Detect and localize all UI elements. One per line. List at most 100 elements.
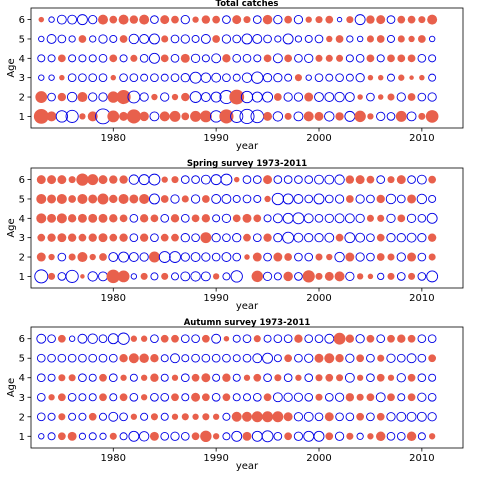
bubble-positive — [243, 233, 251, 242]
bubble-positive — [47, 194, 57, 204]
bubble-negative — [366, 373, 375, 383]
bubble-positive — [428, 433, 436, 440]
bubble-negative — [427, 392, 437, 402]
bubble-negative — [128, 174, 140, 185]
bubble-positive — [33, 108, 49, 124]
bubble-negative — [272, 53, 283, 64]
bubble-negative — [128, 430, 140, 442]
bubble-negative — [426, 212, 438, 224]
bubble-negative — [47, 412, 56, 421]
bubble-positive — [116, 89, 131, 105]
bubble-negative — [108, 252, 119, 262]
bubble-negative — [293, 194, 304, 204]
bubble-negative — [107, 333, 119, 345]
bubble-positive — [150, 354, 159, 363]
bubble-positive — [377, 354, 385, 362]
spring-survey-x-axis-label: year — [236, 301, 259, 312]
bubble-negative — [417, 272, 427, 281]
bubble-positive — [376, 253, 385, 261]
bubble-negative — [335, 412, 344, 422]
bubble-negative — [387, 73, 395, 82]
bubble-positive — [97, 193, 109, 205]
bubble-positive — [110, 74, 117, 81]
bubble-positive — [107, 91, 119, 103]
bubble-negative — [149, 111, 160, 122]
bubble-negative — [366, 233, 375, 242]
bubble-negative — [324, 333, 335, 344]
bubble-positive — [191, 392, 201, 402]
bubble-positive — [356, 374, 364, 381]
bubble-negative — [304, 353, 314, 363]
bubble-negative — [211, 233, 221, 243]
bubble-negative — [314, 34, 324, 44]
bubble-negative — [98, 73, 108, 82]
bubble-negative — [242, 194, 252, 204]
bubble-negative — [282, 193, 294, 205]
bubble-negative — [48, 16, 55, 23]
bubble-negative — [108, 411, 119, 422]
bubble-negative — [65, 269, 79, 283]
bubble-negative — [67, 73, 77, 82]
bubble-negative — [119, 73, 128, 82]
bubble-negative — [201, 353, 211, 363]
bubble-negative — [417, 92, 427, 102]
bubble-positive — [117, 270, 130, 283]
x-tick-label: 2000 — [306, 453, 331, 464]
bubble-positive — [126, 109, 141, 124]
bubble-negative — [180, 175, 190, 184]
bubble-negative — [191, 334, 200, 344]
bubble-negative — [273, 334, 283, 344]
bubble-negative — [406, 353, 417, 364]
bubble-positive — [377, 74, 384, 81]
bubble-positive — [407, 194, 417, 204]
bubble-negative — [293, 232, 304, 243]
bubble-positive — [376, 194, 385, 204]
bubble-negative — [304, 233, 314, 243]
bubble-negative — [150, 334, 159, 344]
bubble-positive — [263, 233, 272, 242]
bubble-positive — [366, 334, 375, 343]
bubble-negative — [109, 34, 118, 43]
bubble-negative — [47, 432, 56, 441]
bubble-negative — [67, 392, 77, 402]
x-tick-label: 2000 — [306, 133, 331, 144]
bubble-positive — [376, 412, 385, 421]
bubble-positive — [387, 253, 395, 261]
bubble-positive — [367, 113, 374, 120]
bubble-negative — [108, 353, 118, 363]
bubble-negative — [220, 173, 233, 186]
bubble-negative — [150, 272, 159, 281]
bubble-positive — [36, 213, 47, 224]
bubble-positive — [80, 274, 85, 279]
bubble-positive — [68, 374, 76, 382]
y-tick-label: 5 — [19, 194, 25, 205]
bubble-positive — [160, 233, 169, 242]
bubble-negative — [396, 92, 406, 102]
bubble-negative — [160, 92, 170, 102]
bubble-negative — [282, 33, 294, 45]
bubble-negative — [148, 52, 160, 64]
bubble-positive — [79, 113, 86, 120]
bubble-negative — [335, 73, 344, 82]
bubble-positive — [387, 176, 395, 184]
bubble-negative — [222, 432, 231, 441]
bubble-negative — [396, 233, 406, 243]
bubble-positive — [67, 431, 77, 441]
bubble-positive — [77, 193, 88, 204]
bubble-positive — [243, 16, 251, 24]
bubble-negative — [324, 232, 335, 243]
bubble-negative — [221, 34, 232, 44]
bubble-positive — [171, 374, 179, 381]
bubble-negative — [253, 194, 262, 203]
bubble-negative — [396, 373, 406, 383]
bubble-negative — [417, 54, 427, 63]
bubble-positive — [294, 74, 302, 82]
bubble-positive — [409, 75, 414, 80]
bubble-positive — [171, 15, 179, 24]
bubble-positive — [222, 393, 231, 402]
bubble-negative — [47, 92, 56, 102]
bubble-positive — [408, 272, 416, 280]
bubble-negative — [428, 54, 437, 63]
bubble-negative — [417, 214, 427, 223]
total-catches-plot-frame — [30, 7, 464, 129]
